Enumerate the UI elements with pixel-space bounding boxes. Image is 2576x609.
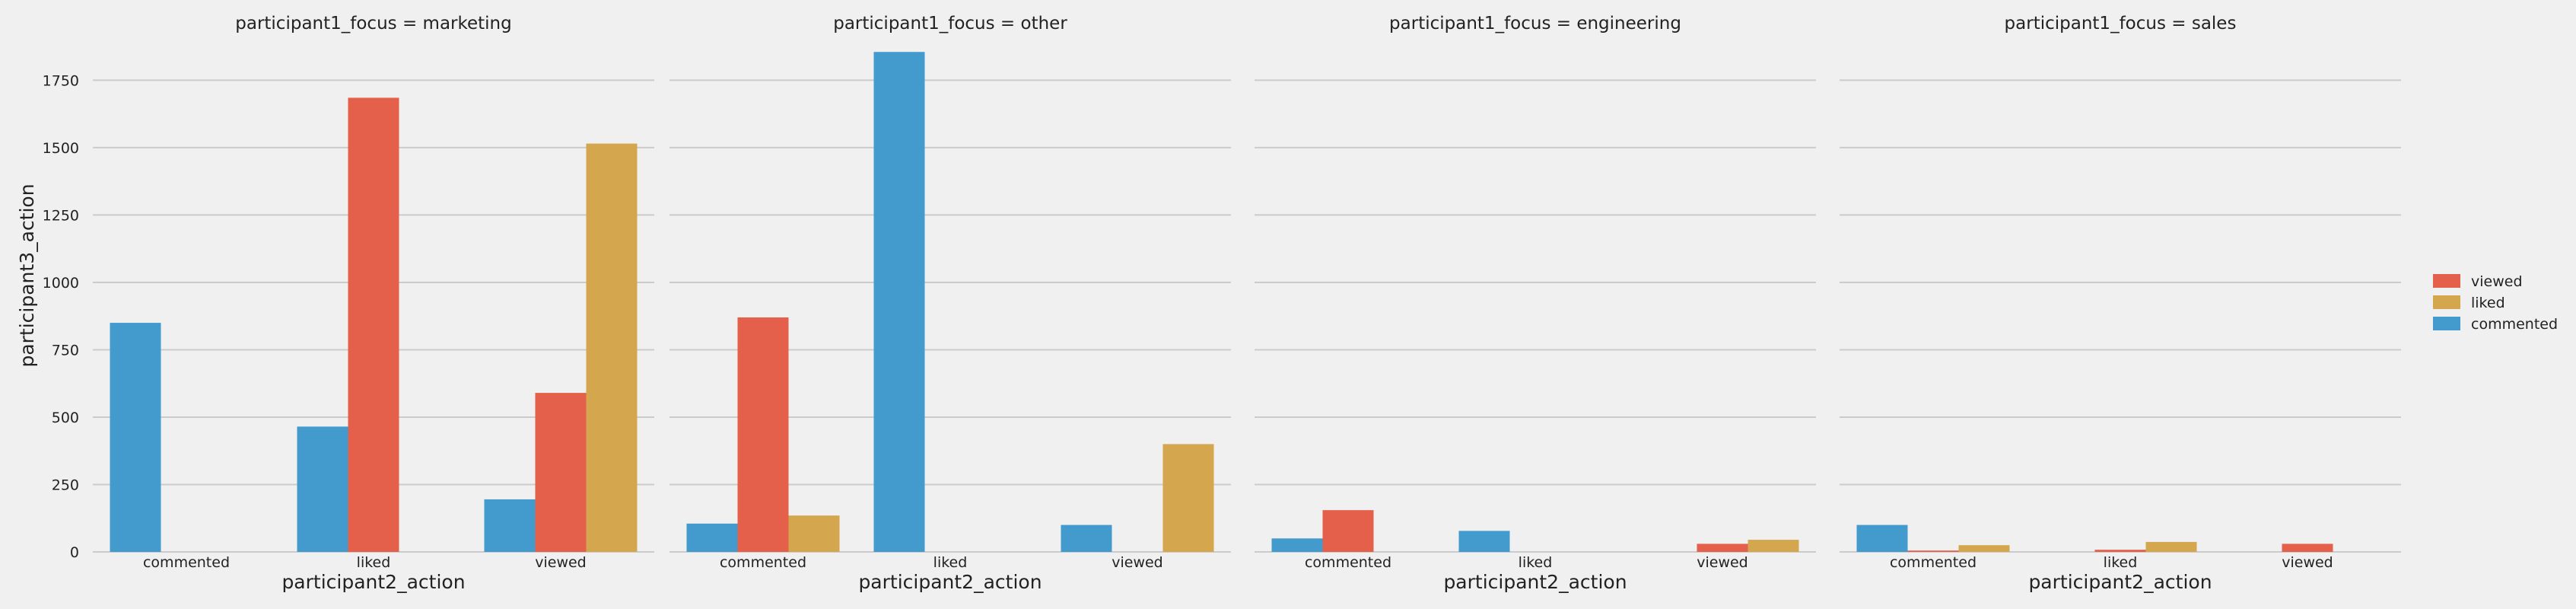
facet-title: participant1_focus = engineering (1389, 14, 1681, 33)
bar-commented-liked (297, 426, 348, 552)
legend-label: commented (2471, 316, 2558, 333)
x-axis-label: participant2_action (1443, 571, 1627, 593)
facet-panel-2: participant1_focus = engineering commente… (1255, 14, 1816, 593)
bar-commented-viewed (484, 499, 536, 552)
legend-label: liked (2471, 295, 2505, 311)
facet-title: participant1_focus = marketing (235, 14, 511, 33)
bar-viewed-viewed (2282, 544, 2333, 552)
bar-commented-liked (873, 52, 925, 552)
y-tick-label: 1000 (43, 275, 79, 292)
bar-liked-liked (2145, 541, 2197, 552)
bar-viewed-viewed (535, 393, 587, 552)
x-tick-label: viewed (1697, 554, 1748, 571)
bar-commented-liked (1458, 531, 1510, 552)
x-axis-label: participant2_action (2028, 571, 2212, 593)
facet-panel-0: 0 250 500 750 1000 1250 1500 1750 participant1_f… (43, 14, 654, 593)
x-tick-label: commented (1305, 554, 1391, 571)
bar-viewed-liked (2094, 550, 2146, 552)
bar-liked-commented (788, 515, 840, 552)
y-tick-label: 500 (52, 410, 79, 426)
legend-swatch (2433, 274, 2460, 288)
bar-commented-commented (110, 323, 161, 552)
x-tick-label: liked (933, 554, 968, 571)
legend-item-commented: commented (2433, 316, 2558, 333)
x-tick-label: commented (143, 554, 230, 571)
y-tick-label: 1500 (43, 140, 79, 157)
x-tick-label: commented (1890, 554, 1977, 571)
bar-commented-viewed (1061, 525, 1112, 552)
y-tick-label: 1750 (43, 72, 79, 89)
facet-panel-3: participant1_focus = sales commented liked… (1840, 14, 2401, 593)
bar-liked-viewed (1748, 540, 1799, 552)
x-axis-label: participant2_action (281, 571, 465, 593)
facet-title: participant1_focus = sales (2005, 14, 2237, 33)
bar-liked-viewed (1162, 444, 1214, 552)
legend-item-liked: liked (2433, 295, 2505, 311)
bar-viewed-liked (348, 97, 399, 552)
x-axis-label: participant2_action (858, 571, 1042, 593)
y-tick-label: 0 (70, 544, 79, 561)
x-tick-label: liked (1519, 554, 1553, 571)
x-tick-label: viewed (2282, 554, 2333, 571)
y-tick-label: 750 (52, 342, 79, 359)
bar-liked-commented (1958, 545, 2010, 552)
bar-viewed-commented (1907, 550, 1959, 552)
legend: viewed liked commented (2433, 273, 2558, 333)
y-tick-label: 250 (52, 477, 79, 493)
bar-viewed-viewed (1697, 544, 1748, 552)
y-axis-label: participant3_action (16, 183, 38, 367)
bar-viewed-commented (1322, 510, 1374, 552)
legend-swatch (2433, 295, 2460, 309)
legend-item-viewed: viewed (2433, 273, 2523, 290)
x-tick-label: liked (357, 554, 391, 571)
bar-liked-viewed (586, 143, 638, 553)
bar-viewed-commented (737, 317, 789, 552)
bar-commented-commented (1271, 538, 1323, 552)
x-tick-label: viewed (1111, 554, 1163, 571)
bar-commented-commented (686, 523, 738, 552)
y-tick-label: 1250 (43, 207, 79, 224)
facets: 0 250 500 750 1000 1250 1500 1750 participant1_f… (43, 14, 2401, 593)
x-tick-label: liked (2104, 554, 2138, 571)
legend-label: viewed (2471, 273, 2523, 290)
x-tick-label: viewed (535, 554, 587, 571)
facet-panel-1: participant1_focus = other commented liked… (669, 14, 1231, 593)
legend-swatch (2433, 317, 2460, 330)
bar-commented-commented (1856, 525, 1908, 552)
x-tick-label: commented (720, 554, 806, 571)
facet-title: participant1_focus = other (833, 14, 1067, 33)
